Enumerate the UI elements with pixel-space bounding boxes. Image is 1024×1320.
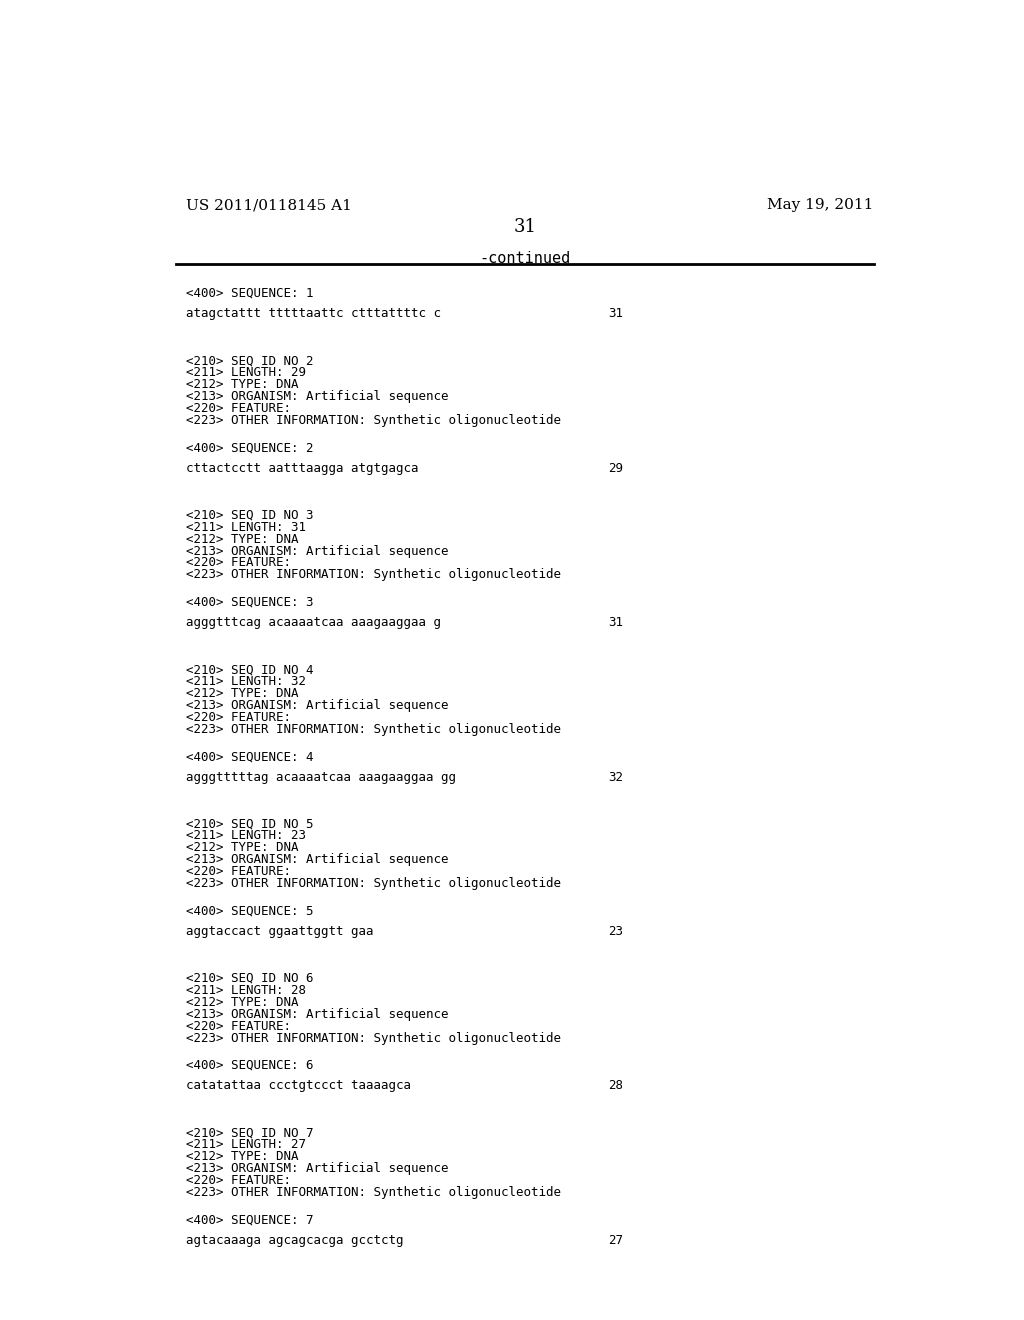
Text: <213> ORGANISM: Artificial sequence: <213> ORGANISM: Artificial sequence	[186, 1162, 449, 1175]
Text: <223> OTHER INFORMATION: Synthetic oligonucleotide: <223> OTHER INFORMATION: Synthetic oligo…	[186, 414, 561, 428]
Text: <211> LENGTH: 32: <211> LENGTH: 32	[186, 675, 306, 688]
Text: agtacaaaga agcagcacga gcctctg: agtacaaaga agcagcacga gcctctg	[186, 1234, 403, 1246]
Text: <400> SEQUENCE: 3: <400> SEQUENCE: 3	[186, 595, 313, 609]
Text: <210> SEQ ID NO 6: <210> SEQ ID NO 6	[186, 972, 313, 985]
Text: <220> FEATURE:: <220> FEATURE:	[186, 557, 291, 569]
Text: <211> LENGTH: 27: <211> LENGTH: 27	[186, 1138, 306, 1151]
Text: 27: 27	[608, 1234, 624, 1246]
Text: <223> OTHER INFORMATION: Synthetic oligonucleotide: <223> OTHER INFORMATION: Synthetic oligo…	[186, 1185, 561, 1199]
Text: <212> TYPE: DNA: <212> TYPE: DNA	[186, 841, 299, 854]
Text: <220> FEATURE:: <220> FEATURE:	[186, 711, 291, 723]
Text: <211> LENGTH: 31: <211> LENGTH: 31	[186, 520, 306, 533]
Text: <211> LENGTH: 28: <211> LENGTH: 28	[186, 983, 306, 997]
Text: atagctattt tttttaattc ctttattttc c: atagctattt tttttaattc ctttattttc c	[186, 308, 441, 321]
Text: <213> ORGANISM: Artificial sequence: <213> ORGANISM: Artificial sequence	[186, 391, 449, 403]
Text: <220> FEATURE:: <220> FEATURE:	[186, 403, 291, 414]
Text: <400> SEQUENCE: 1: <400> SEQUENCE: 1	[186, 286, 313, 300]
Text: 28: 28	[608, 1080, 624, 1093]
Text: 29: 29	[608, 462, 624, 475]
Text: <223> OTHER INFORMATION: Synthetic oligonucleotide: <223> OTHER INFORMATION: Synthetic oligo…	[186, 723, 561, 735]
Text: <211> LENGTH: 29: <211> LENGTH: 29	[186, 367, 306, 379]
Text: 32: 32	[608, 771, 624, 784]
Text: <210> SEQ ID NO 2: <210> SEQ ID NO 2	[186, 354, 313, 367]
Text: <400> SEQUENCE: 5: <400> SEQUENCE: 5	[186, 904, 313, 917]
Text: <210> SEQ ID NO 5: <210> SEQ ID NO 5	[186, 817, 313, 830]
Text: <212> TYPE: DNA: <212> TYPE: DNA	[186, 1150, 299, 1163]
Text: <211> LENGTH: 23: <211> LENGTH: 23	[186, 829, 306, 842]
Text: <220> FEATURE:: <220> FEATURE:	[186, 866, 291, 878]
Text: agggtttttag acaaaatcaa aaagaaggaa gg: agggtttttag acaaaatcaa aaagaaggaa gg	[186, 771, 456, 784]
Text: <400> SEQUENCE: 6: <400> SEQUENCE: 6	[186, 1059, 313, 1072]
Text: 31: 31	[513, 218, 537, 236]
Text: <212> TYPE: DNA: <212> TYPE: DNA	[186, 686, 299, 700]
Text: agggtttcag acaaaatcaa aaagaaggaa g: agggtttcag acaaaatcaa aaagaaggaa g	[186, 616, 441, 630]
Text: <212> TYPE: DNA: <212> TYPE: DNA	[186, 533, 299, 545]
Text: <223> OTHER INFORMATION: Synthetic oligonucleotide: <223> OTHER INFORMATION: Synthetic oligo…	[186, 569, 561, 581]
Text: 23: 23	[608, 925, 624, 939]
Text: <210> SEQ ID NO 7: <210> SEQ ID NO 7	[186, 1126, 313, 1139]
Text: <400> SEQUENCE: 4: <400> SEQUENCE: 4	[186, 750, 313, 763]
Text: <213> ORGANISM: Artificial sequence: <213> ORGANISM: Artificial sequence	[186, 1007, 449, 1020]
Text: <220> FEATURE:: <220> FEATURE:	[186, 1173, 291, 1187]
Text: <210> SEQ ID NO 4: <210> SEQ ID NO 4	[186, 663, 313, 676]
Text: catatattaa ccctgtccct taaaagca: catatattaa ccctgtccct taaaagca	[186, 1080, 411, 1093]
Text: <212> TYPE: DNA: <212> TYPE: DNA	[186, 995, 299, 1008]
Text: cttactcctt aatttaagga atgtgagca: cttactcctt aatttaagga atgtgagca	[186, 462, 419, 475]
Text: 31: 31	[608, 308, 624, 321]
Text: <210> SEQ ID NO 3: <210> SEQ ID NO 3	[186, 508, 313, 521]
Text: US 2011/0118145 A1: US 2011/0118145 A1	[186, 198, 352, 213]
Text: <220> FEATURE:: <220> FEATURE:	[186, 1019, 291, 1032]
Text: <213> ORGANISM: Artificial sequence: <213> ORGANISM: Artificial sequence	[186, 700, 449, 711]
Text: <212> TYPE: DNA: <212> TYPE: DNA	[186, 379, 299, 391]
Text: <213> ORGANISM: Artificial sequence: <213> ORGANISM: Artificial sequence	[186, 545, 449, 557]
Text: <400> SEQUENCE: 7: <400> SEQUENCE: 7	[186, 1213, 313, 1226]
Text: May 19, 2011: May 19, 2011	[767, 198, 873, 213]
Text: <213> ORGANISM: Artificial sequence: <213> ORGANISM: Artificial sequence	[186, 853, 449, 866]
Text: 31: 31	[608, 616, 624, 630]
Text: <400> SEQUENCE: 2: <400> SEQUENCE: 2	[186, 441, 313, 454]
Text: aggtaccact ggaattggtt gaa: aggtaccact ggaattggtt gaa	[186, 925, 374, 939]
Text: <223> OTHER INFORMATION: Synthetic oligonucleotide: <223> OTHER INFORMATION: Synthetic oligo…	[186, 1032, 561, 1044]
Text: -continued: -continued	[479, 251, 570, 265]
Text: <223> OTHER INFORMATION: Synthetic oligonucleotide: <223> OTHER INFORMATION: Synthetic oligo…	[186, 878, 561, 890]
